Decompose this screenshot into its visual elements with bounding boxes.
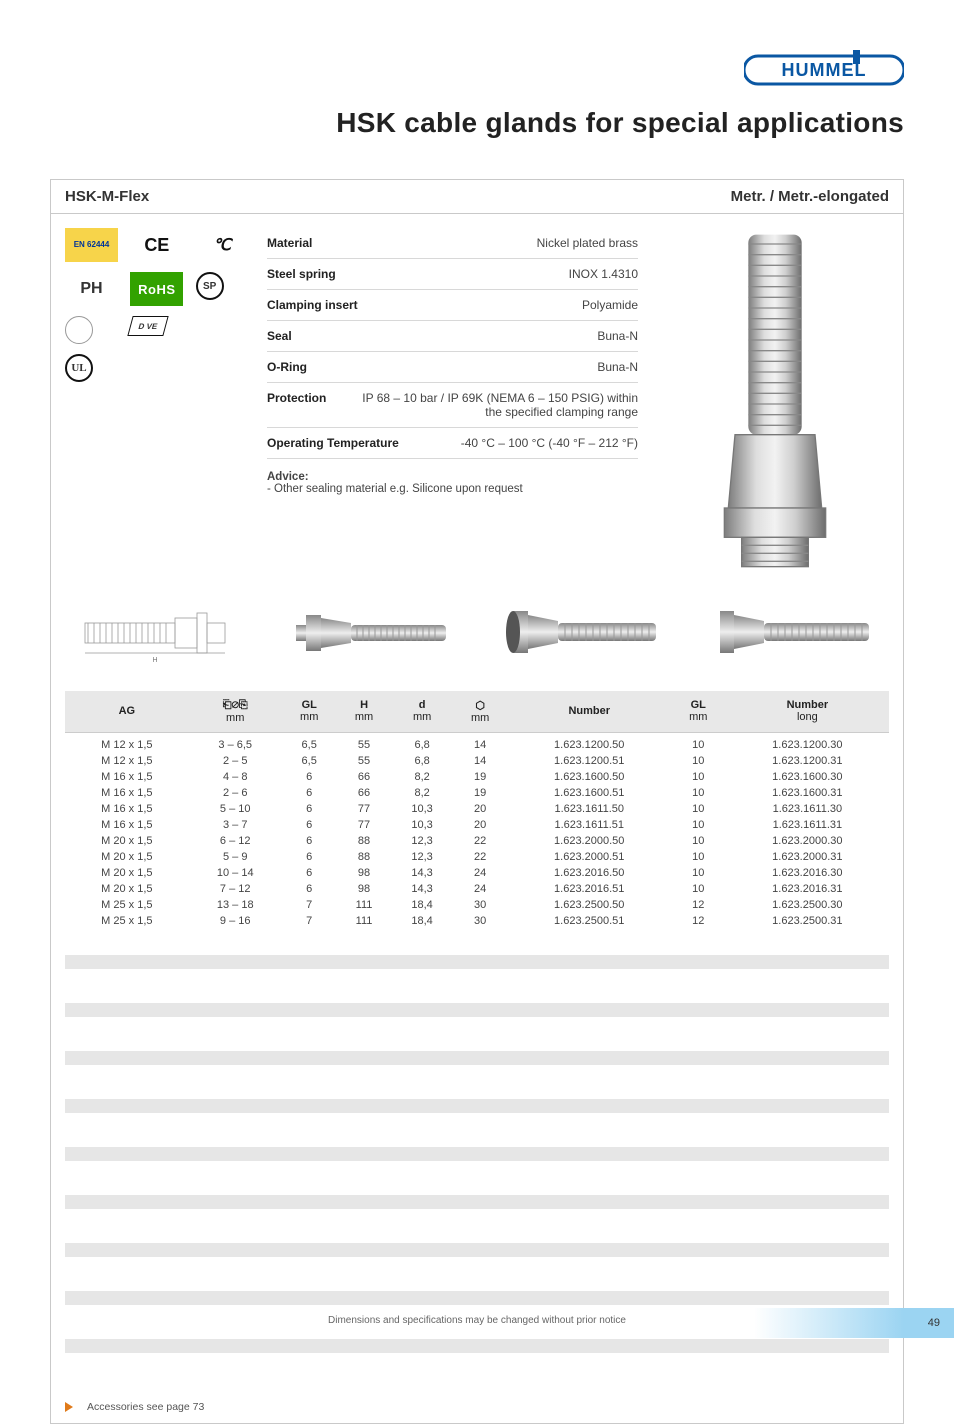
empty-stripe: [65, 1219, 889, 1233]
table-row: M 16 x 1,53 – 767710,3201.623.1611.51101…: [65, 817, 889, 833]
card-header-right: Metr. / Metr.-elongated: [731, 188, 889, 205]
col-number-long: Numberlong: [726, 691, 889, 733]
empty-stripe: [65, 1267, 889, 1281]
cert-sp-icon: SP: [196, 272, 224, 300]
empty-stripe: [65, 1171, 889, 1185]
col-h: Hmm: [337, 691, 392, 733]
empty-stripe: [65, 979, 889, 993]
page-title: HSK cable glands for special application…: [50, 107, 904, 139]
empty-stripe: [65, 1291, 889, 1305]
brand-logo: HUMMEL: [50, 50, 904, 95]
spec-row: ProtectionIP 68 – 10 bar / IP 69K (NEMA …: [267, 383, 638, 428]
product-thumb-3: [709, 593, 879, 673]
advice-block: Advice: - Other sealing material e.g. Si…: [267, 459, 638, 495]
table-body: M 12 x 1,53 – 6,56,5556,8141.623.1200.50…: [65, 732, 889, 929]
card-header-left: HSK-M-Flex: [65, 188, 149, 205]
table-header: AG ⎗⌀⎘mm GLmm Hmm dmm ⬡mm Number GLmm Nu…: [65, 691, 889, 733]
empty-stripe: [65, 1339, 889, 1353]
cert-ce-icon: CE: [130, 228, 183, 262]
dimensional-drawing: H: [75, 593, 245, 673]
thumbnail-row: H: [51, 583, 903, 691]
table-row: M 12 x 1,52 – 56,5556,8141.623.1200.5110…: [65, 753, 889, 769]
cert-csa-icon: ℃: [196, 228, 249, 262]
product-card: HSK-M-Flex Metr. / Metr.-elongated EN 62…: [50, 179, 904, 1424]
empty-stripe: [65, 1051, 889, 1065]
brand-text: HUMMEL: [782, 60, 867, 80]
empty-stripe: [65, 1027, 889, 1041]
col-gl2: GLmm: [671, 691, 726, 733]
table-row: M 16 x 1,55 – 1067710,3201.623.1611.5010…: [65, 801, 889, 817]
table-row: M 20 x 1,55 – 968812,3221.623.2000.51101…: [65, 849, 889, 865]
empty-stripe: [65, 1075, 889, 1089]
empty-stripe: [65, 1195, 889, 1209]
certifications: EN 62444 CE ℃ РН RoHS SP D VE UL: [65, 228, 251, 575]
spec-row: Operating Temperature-40 °C – 100 °C (-4…: [267, 428, 638, 459]
empty-stripe: [65, 1099, 889, 1113]
empty-stripe: [65, 1243, 889, 1257]
empty-stripe: [65, 1147, 889, 1161]
cert-ul-icon: UL: [65, 354, 93, 382]
data-table: AG ⎗⌀⎘mm GLmm Hmm dmm ⬡mm Number GLmm Nu…: [65, 691, 889, 929]
col-d: dmm: [391, 691, 452, 733]
col-gl: GLmm: [282, 691, 337, 733]
product-thumb-2: [498, 593, 668, 673]
col-ag: AG: [65, 691, 189, 733]
spec-list: MaterialNickel plated brass Steel spring…: [267, 228, 646, 575]
product-thumb-1: [286, 593, 456, 673]
cert-rohs-icon: RoHS: [130, 272, 183, 306]
col-wrench: ⬡mm: [453, 691, 508, 733]
empty-stripe: [65, 1363, 889, 1377]
table-row: M 16 x 1,52 – 66668,2191.623.1600.51101.…: [65, 785, 889, 801]
advice-text: - Other sealing material e.g. Silicone u…: [267, 483, 523, 495]
table-row: M 12 x 1,53 – 6,56,5556,8141.623.1200.50…: [65, 732, 889, 753]
svg-text:H: H: [152, 657, 157, 664]
col-clamp: ⎗⌀⎘mm: [189, 691, 282, 733]
spec-row: O-RingBuna-N: [267, 352, 638, 383]
spec-row: Steel springINOX 1.4310: [267, 259, 638, 290]
table-row: M 20 x 1,57 – 1269814,3241.623.2016.5110…: [65, 881, 889, 897]
empty-stripe: [65, 1003, 889, 1017]
cert-en-icon: EN 62444: [65, 228, 118, 262]
table-row: M 25 x 1,59 – 16711118,4301.623.2500.511…: [65, 913, 889, 929]
col-number: Number: [508, 691, 671, 733]
cert-generic-icon: [65, 316, 93, 344]
card-header: HSK-M-Flex Metr. / Metr.-elongated: [51, 180, 903, 214]
product-image: [662, 228, 887, 575]
spec-row: Clamping insertPolyamide: [267, 290, 638, 321]
advice-label: Advice:: [267, 471, 638, 483]
table-row: M 20 x 1,56 – 1268812,3221.623.2000.5010…: [65, 833, 889, 849]
table-row: M 16 x 1,54 – 86668,2191.623.1600.50101.…: [65, 769, 889, 785]
empty-stripe: [65, 1123, 889, 1137]
wrench-size-icon: ⬡: [475, 700, 485, 712]
table-row: M 25 x 1,513 – 18711118,4301.623.2500.50…: [65, 897, 889, 913]
cert-dve-icon: D VE: [128, 316, 169, 336]
cert-ru-icon: РН: [65, 272, 118, 306]
table-row: M 20 x 1,510 – 1469814,3241.623.2016.501…: [65, 865, 889, 881]
page-number: 49: [754, 1308, 954, 1338]
spec-row: SealBuna-N: [267, 321, 638, 352]
clamp-range-icon: ⎗⌀⎘: [223, 699, 248, 711]
accessories-link: Accessories see page 73: [51, 1393, 903, 1423]
empty-stripe: [65, 955, 889, 969]
spec-row: MaterialNickel plated brass: [267, 228, 638, 259]
